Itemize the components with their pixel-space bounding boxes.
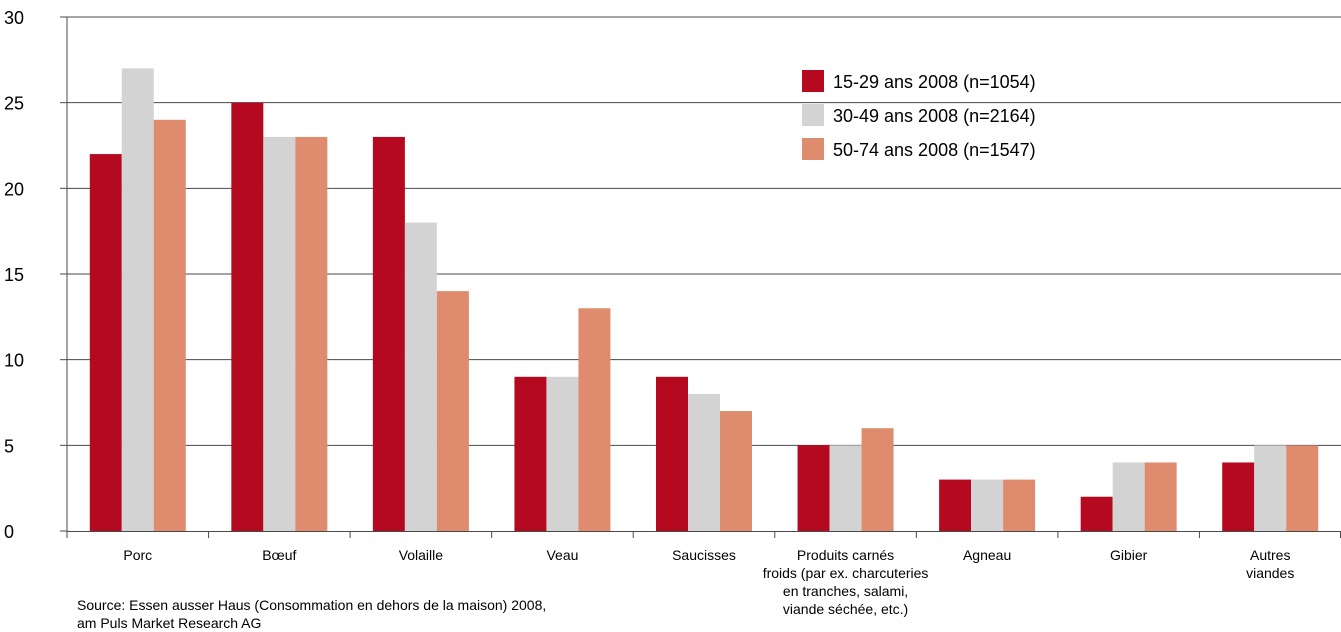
bar (1080, 496, 1113, 531)
category-label-line: Volaille (399, 547, 444, 563)
category-label-line: Gibier (1110, 547, 1148, 563)
bar (546, 376, 579, 531)
bar (578, 308, 611, 531)
source-note: Source: Essen ausser Haus (Consommation … (77, 596, 717, 632)
category-label: Bœuf (262, 547, 296, 563)
y-tick-label: 25 (4, 94, 24, 114)
bar (720, 411, 752, 531)
bar (295, 136, 328, 531)
legend-label: 30-49 ans 2008 (n=2164) (833, 106, 1036, 126)
category-label: Agneau (963, 547, 1011, 563)
y-tick-label: 20 (4, 179, 24, 199)
bar (436, 291, 469, 531)
category-label: Saucisses (672, 547, 736, 563)
category-label-line: froids (par ex. charcuteries (763, 565, 929, 581)
category-label-line: Porc (123, 547, 152, 563)
bar (372, 136, 405, 531)
bar (1144, 462, 1177, 531)
bars (89, 68, 1319, 532)
bar (1112, 462, 1145, 531)
x-axis-labels: Porc Bœuf Volaille Veau Saucisses Produits ca… (123, 547, 1294, 617)
category-label: Autres viandes (1246, 547, 1294, 581)
bar (263, 136, 296, 531)
y-tick-label: 5 (4, 436, 14, 456)
bar (688, 393, 720, 531)
bar (861, 428, 894, 531)
legend-swatch (802, 138, 824, 160)
y-tick-label: 0 (4, 522, 14, 542)
bar (1222, 462, 1255, 531)
legend-swatch (802, 70, 824, 92)
legend-label: 50-74 ans 2008 (n=1547) (833, 140, 1036, 160)
bar (939, 479, 972, 531)
category-label-line: Veau (546, 547, 578, 563)
category-label: Porc (123, 547, 152, 563)
category-label-line: viande séchée, etc.) (783, 601, 908, 617)
bar (1003, 479, 1036, 531)
category-label-line: Produits carnés (797, 547, 894, 563)
bar (829, 445, 862, 531)
bar (153, 119, 186, 532)
category-label-line: Saucisses (672, 547, 736, 563)
category-label-line: viandes (1246, 565, 1294, 581)
bar (514, 376, 547, 531)
bar (656, 376, 688, 531)
source-line-1: Source: Essen ausser Haus (Consommation … (77, 597, 547, 613)
bar (797, 445, 830, 531)
bar (89, 154, 122, 532)
bar (1286, 445, 1319, 531)
legend-swatch (802, 104, 824, 126)
category-label-line: Autres (1250, 547, 1290, 563)
category-label-line: en tranches, salami, (783, 583, 908, 599)
y-tick-label: 15 (4, 265, 24, 285)
y-tick-label: 10 (4, 351, 24, 371)
category-label-line: Bœuf (262, 547, 296, 563)
legend: 15-29 ans 2008 (n=1054) 30-49 ans 2008 (n… (802, 70, 1036, 160)
bar (121, 68, 154, 532)
legend-label: 15-29 ans 2008 (n=1054) (833, 72, 1036, 92)
bar (971, 479, 1004, 531)
source-line-2: am Puls Market Research AG (77, 615, 262, 631)
y-tick-label: 30 (4, 8, 24, 28)
bar (231, 102, 264, 532)
category-label: Gibier (1110, 547, 1148, 563)
category-label: Volaille (399, 547, 444, 563)
category-label-line: Agneau (963, 547, 1011, 563)
category-label: Veau (546, 547, 578, 563)
category-label: Produits carnés froids (par ex. charcuter… (763, 547, 929, 617)
bar (404, 222, 437, 531)
y-axis-ticks: 0 5 10 15 20 25 30 (4, 8, 67, 542)
bar (1254, 445, 1287, 531)
